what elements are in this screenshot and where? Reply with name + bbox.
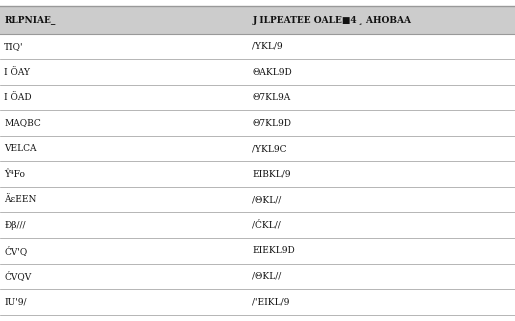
- Text: /ΥKL/9: /ΥKL/9: [252, 42, 283, 51]
- Bar: [0, 85, 515, 110]
- Bar: [0, 289, 515, 315]
- Text: I ÖAY: I ÖAY: [4, 67, 30, 76]
- Bar: [0, 213, 515, 238]
- Text: ĆVQV: ĆVQV: [4, 271, 31, 281]
- Text: ÄεEEN: ÄεEEN: [4, 195, 37, 204]
- Bar: [0, 6, 515, 34]
- Bar: [0, 238, 515, 264]
- Text: EIBKL/9: EIBKL/9: [252, 169, 291, 179]
- Text: Ŷ⁴Fo: Ŷ⁴Fo: [4, 169, 25, 179]
- Text: /ĆKL//: /ĆKL//: [252, 221, 281, 230]
- Text: Θ7KL9A: Θ7KL9A: [252, 93, 290, 102]
- Bar: [0, 264, 515, 289]
- Bar: [0, 34, 515, 59]
- Text: /ΥKL9C: /ΥKL9C: [252, 144, 287, 153]
- Text: EIEKL9D: EIEKL9D: [252, 246, 295, 255]
- Text: /'ΕIKL/9: /'ΕIKL/9: [252, 297, 290, 306]
- Text: ΘAKL9D: ΘAKL9D: [252, 67, 292, 76]
- Text: ĆV'Q: ĆV'Q: [4, 246, 27, 256]
- Bar: [0, 161, 515, 187]
- Bar: [0, 187, 515, 213]
- Bar: [0, 59, 515, 85]
- Text: RLPNIAE_: RLPNIAE_: [4, 15, 56, 25]
- Text: Ðβ///: Ðβ///: [4, 221, 26, 230]
- Text: I ÖAD: I ÖAD: [4, 93, 32, 102]
- Bar: [0, 136, 515, 161]
- Text: Θ7KL9D: Θ7KL9D: [252, 118, 291, 127]
- Text: VELCA: VELCA: [4, 144, 37, 153]
- Text: J ILPEATEE OALE■4 ¸ AHOBAA: J ILPEATEE OALE■4 ¸ AHOBAA: [252, 15, 411, 25]
- Text: TIQ': TIQ': [4, 42, 24, 51]
- Text: /ΘKL//: /ΘKL//: [252, 195, 282, 204]
- Bar: [0, 110, 515, 136]
- Text: IU'9/: IU'9/: [4, 297, 27, 306]
- Text: MAQBC: MAQBC: [4, 118, 41, 127]
- Text: /ΘKL//: /ΘKL//: [252, 272, 282, 281]
